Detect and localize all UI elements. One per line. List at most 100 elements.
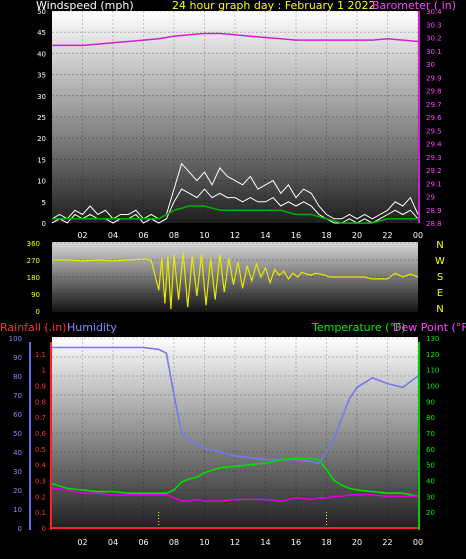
wind-x-tick-label: 12	[230, 231, 240, 240]
rain-y-tick-label: 0.5	[35, 446, 46, 454]
wind-y-tick-label: 10	[37, 178, 46, 186]
dir-y-tick-label: 90	[31, 291, 40, 299]
dir-y-tick-label: 270	[27, 257, 40, 265]
humidity-panel-bg	[52, 337, 418, 529]
compass-label: N	[436, 240, 443, 251]
humidity-y-tick-label: 90	[13, 354, 22, 362]
compass-label: S	[437, 272, 443, 283]
wind-panel-grid	[52, 10, 419, 224]
compass-label: E	[437, 288, 443, 299]
dir-y-tick-label: 180	[27, 274, 40, 282]
temp-y-tick-label: 100	[426, 383, 439, 391]
humidity-y-tick-label: 10	[13, 506, 22, 514]
rain-y-tick-label: 0.7	[35, 414, 46, 422]
humidity-y-tick-label: 70	[13, 392, 22, 400]
humidity-y-tick-label: 50	[13, 430, 22, 438]
hum-x-tick-label: 04	[108, 538, 118, 547]
hum-x-tick-label: 20	[352, 538, 362, 547]
rain-y-tick-label: 1	[42, 367, 46, 375]
baro-y-tick-label: 29.6	[426, 114, 442, 122]
wind-y-tick-label: 50	[37, 8, 46, 16]
rain-y-tick-label: 0	[42, 525, 46, 533]
wind-x-tick-label: 20	[352, 231, 362, 240]
hum-x-tick-label: 16	[291, 538, 301, 547]
baro-y-tick-label: 29.4	[426, 141, 442, 149]
humidity-y-tick-label: 60	[13, 411, 22, 419]
temp-axis-bar	[418, 342, 420, 530]
compass-label: N	[436, 304, 443, 315]
baro-y-tick-label: 29.3	[426, 154, 442, 162]
humidity-y-tick-label: 100	[9, 335, 22, 343]
rain-y-tick-label: 0.6	[35, 430, 47, 438]
hum-x-tick-label: 18	[321, 538, 331, 547]
humidity-panel-series	[51, 346, 419, 529]
humidity-y-tick-label: 0	[18, 525, 22, 533]
baro-y-tick-label: 28.8	[426, 220, 442, 228]
wind-x-tick-label: 02	[77, 231, 87, 240]
wind-y-tick-label: 25	[37, 114, 46, 122]
humidity-y-tick-label: 40	[13, 449, 22, 457]
baro-y-tick-label: 29.8	[426, 88, 442, 96]
baro-y-tick-label: 30.1	[426, 48, 442, 56]
wind-y-tick-label: 45	[37, 29, 46, 37]
dir-y-tick-label: 0	[36, 308, 40, 316]
wind-panel-bg	[52, 11, 418, 223]
wind-y-tick-label: 15	[37, 156, 46, 164]
wind-y-tick-label: 20	[37, 135, 46, 143]
hum-x-tick-label: 06	[138, 538, 148, 547]
rain-y-tick-label: 0.8	[35, 398, 46, 406]
rain-y-tick-label: 0.1	[35, 509, 46, 517]
temperature-axis-title: Temperature (°F)	[311, 321, 406, 334]
baro-y-tick-label: 29.9	[426, 74, 442, 82]
wind-panel-ticks: 0 5 10 15 20 25 30 35 40 45 50 28.8 28.9 29 29.1 29.2 29…	[37, 8, 442, 240]
temp-y-tick-label: 80	[426, 414, 435, 422]
temp-y-tick-label: 30	[426, 493, 435, 501]
dewpoint-axis-title: Dew Point (°F)	[393, 321, 466, 334]
baro-y-tick-label: 29	[426, 194, 435, 202]
barometer-line	[52, 32, 419, 47]
baro-y-tick-label: 28.9	[426, 207, 442, 215]
wind-panel-series	[51, 32, 419, 224]
rain-y-tick-label: 0.4	[35, 462, 47, 470]
wind-y-tick-label: 30	[37, 93, 46, 101]
humidity-line	[52, 346, 419, 465]
wind-y-tick-label: 35	[37, 72, 46, 80]
baro-y-tick-label: 30.4	[426, 8, 442, 16]
chart-title: 24 hour graph day : February 1 2022	[172, 0, 376, 12]
rain-axis-bar	[50, 342, 52, 530]
windspeed-axis-title: Windspeed (mph)	[36, 0, 134, 12]
hum-x-tick-label: 10	[199, 538, 209, 547]
avg_wind-line	[52, 205, 418, 224]
wind-x-tick-label: 06	[138, 231, 148, 240]
baro-y-tick-label: 29.7	[426, 101, 442, 109]
humidity-axis-bar	[29, 342, 31, 530]
wind-y-tick-label: 5	[42, 199, 46, 207]
hum-x-tick-label: 08	[169, 538, 179, 547]
rain-y-tick-label: 1.1	[35, 351, 46, 359]
temp-y-tick-label: 20	[426, 509, 435, 517]
humidity-panel-ticks: 010203040506070809010000.10.20.30.40.50.…	[9, 335, 440, 547]
rainfall-axis-title: Rainfall (.in)	[0, 321, 67, 334]
rain-y-tick-label: 0.9	[35, 383, 46, 391]
dir-y-tick-label: 360	[27, 240, 40, 248]
baro-y-tick-label: 29.1	[426, 180, 442, 188]
wind-x-tick-label: 18	[321, 231, 331, 240]
wind-x-tick-label: 14	[260, 231, 270, 240]
hum-x-tick-label: 22	[382, 538, 392, 547]
wind-y-tick-label: 0	[42, 220, 46, 228]
humidity-y-tick-label: 30	[13, 468, 22, 476]
baro-y-tick-label: 30	[426, 61, 435, 69]
rain-y-tick-label: 0.2	[35, 493, 46, 501]
wind-y-tick-label: 40	[37, 50, 46, 58]
wind_direction-line	[52, 252, 419, 310]
wind-x-tick-label: 10	[199, 231, 209, 240]
wind-x-tick-label: 08	[169, 231, 179, 240]
temp-y-tick-label: 70	[426, 430, 435, 438]
temp-y-tick-label: 110	[426, 367, 439, 375]
wind-x-tick-label: 04	[108, 231, 118, 240]
baro-y-tick-label: 29.2	[426, 167, 442, 175]
temp-y-tick-label: 60	[426, 446, 435, 454]
temp-y-tick-label: 130	[426, 335, 439, 343]
